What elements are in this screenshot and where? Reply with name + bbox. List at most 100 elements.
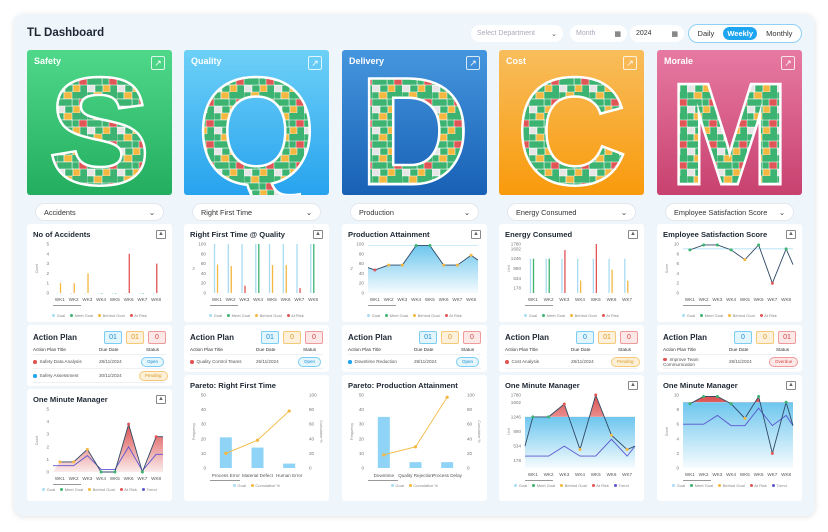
action-plan-row[interactable]: Downtime Reduction 28/11/2024 Open	[348, 355, 481, 369]
overdue-count-badge[interactable]: 0	[305, 330, 323, 344]
metric-dropdown[interactable]: Employee Satisfaction Score ⌄	[665, 203, 794, 221]
open-count-badge[interactable]: 0	[576, 330, 594, 344]
data-point-behind	[578, 448, 582, 452]
expand-icon[interactable]: ↗	[466, 56, 480, 70]
col-due: Due Date	[256, 347, 276, 352]
bottom-title: Pareto: Right First Time	[190, 380, 276, 390]
tile-title: Cost	[506, 56, 526, 66]
action-plan-row[interactable]: Safety Data Analysis 28/11/2024 Open	[33, 355, 166, 369]
y-tick-label: 40	[359, 271, 365, 276]
actual-bar	[114, 293, 117, 294]
data-point-risk	[562, 402, 566, 406]
expand-icon[interactable]: ↗	[151, 56, 165, 70]
chart-legend: Goal Meet Goal Behind Goal At Risk	[348, 311, 481, 319]
bottom-chart: 0 1 2 3 4 5 Count WK1 WK2 WK3 WK4 WK5 WK6 WK7 WK8	[35, 407, 163, 485]
legend-meet: Meet Goal	[700, 313, 723, 318]
y-tick-label: 0	[46, 470, 49, 475]
metric-dropdown[interactable]: Production ⌄	[350, 203, 479, 221]
open-count-badge[interactable]: 0	[734, 330, 752, 344]
status-dot	[190, 360, 194, 364]
chart-legend: Goal Meet Goal Behind Goal At Risk Trend	[505, 481, 638, 489]
open-count-badge[interactable]: 01	[261, 330, 279, 344]
image-icon[interactable]: ▲	[156, 394, 166, 404]
status-dot	[505, 360, 509, 364]
action-plan-header: Action Plan Title Due Date Status	[33, 345, 166, 355]
action-plan-row[interactable]: Safety Assessment 30/11/2024 Pending	[33, 369, 168, 383]
action-plan-row[interactable]: Quality Control Teams 26/11/2024 Open	[190, 355, 323, 369]
image-icon[interactable]: ▲	[471, 229, 481, 239]
y-tick-label: 5	[46, 407, 49, 412]
image-icon[interactable]: ▲	[628, 380, 638, 390]
data-point-meet	[688, 402, 692, 406]
one-minute-manager-card: One Minute Manager ▲ 0 1 2 3 4 5 Count WK1 WK2 WK3…	[27, 389, 172, 501]
overdue-count-badge[interactable]: 0	[463, 330, 481, 344]
tile-quality[interactable]: Quality ↗ Q	[184, 50, 329, 195]
x-tick-label: WK5	[425, 297, 435, 302]
data-point-behind	[387, 263, 391, 267]
status-badge[interactable]: Pending	[139, 370, 168, 381]
col-title: Action Plan Title	[348, 347, 381, 352]
bottom-title: Pareto: Production Attainment	[348, 380, 458, 390]
y-tick-label: 534	[513, 444, 521, 449]
data-point-risk	[127, 422, 131, 426]
y-tick-label: 1602	[511, 400, 522, 405]
tile-title: Quality	[191, 56, 222, 66]
image-icon[interactable]: ▲	[313, 229, 323, 239]
y-tick-label: 2	[676, 281, 679, 286]
actual-bar	[128, 253, 130, 293]
status-badge[interactable]: Pending	[611, 356, 640, 367]
data-point-meet	[428, 243, 432, 247]
pending-count-badge[interactable]: 01	[126, 330, 144, 344]
year-picker[interactable]: 2024 ▦	[630, 25, 684, 42]
department-select[interactable]: Select Department ⌄	[471, 25, 563, 42]
period-weekly[interactable]: Weekly	[723, 27, 758, 40]
col-status: Status	[302, 347, 317, 352]
open-count-badge[interactable]: 01	[419, 330, 437, 344]
expand-icon[interactable]: ↗	[781, 56, 795, 70]
metric-dropdown[interactable]: Energy Consumed ⌄	[507, 203, 636, 221]
pending-count-badge[interactable]: 0	[756, 330, 774, 344]
overdue-count-badge[interactable]: 01	[778, 330, 796, 344]
y-tick-label: 10	[359, 451, 365, 456]
status-badge[interactable]: Open	[297, 356, 321, 367]
month-picker[interactable]: Month ▦	[570, 25, 627, 42]
x-tick-label: WK7	[767, 297, 777, 302]
status-badge[interactable]: Overdue	[769, 356, 799, 367]
image-icon[interactable]: ▲	[786, 380, 796, 390]
y-tick-label: 60	[201, 261, 207, 266]
image-icon[interactable]: ▲	[786, 229, 796, 239]
data-point-meet	[140, 470, 144, 474]
image-icon[interactable]: ▲	[156, 229, 166, 239]
action-plan-row[interactable]: Improve Team Communication 28/11/2024 Over…	[663, 355, 799, 369]
due-date: 30/11/2024	[99, 373, 122, 378]
actual-bar	[299, 288, 301, 293]
bottom-title: One Minute Manager	[505, 380, 580, 390]
open-count-badge[interactable]: 01	[104, 330, 122, 344]
tile-cost[interactable]: Cost ↗ C	[499, 50, 644, 195]
actual-bar	[244, 285, 246, 293]
x-tick-label: WK5	[591, 472, 601, 477]
period-monthly[interactable]: Monthly	[766, 29, 793, 38]
goal-bar	[70, 293, 72, 294]
status-badge[interactable]: Open	[140, 356, 164, 367]
expand-icon[interactable]: ↗	[623, 56, 637, 70]
tile-safety[interactable]: Safety ↗ S	[27, 50, 172, 195]
expand-icon[interactable]: ↗	[308, 56, 322, 70]
pending-count-badge[interactable]: 0	[441, 330, 459, 344]
pending-count-badge[interactable]: 01	[598, 330, 616, 344]
action-plan-row[interactable]: Cost Analysis 28/11/2024 Pending	[505, 355, 640, 369]
image-icon[interactable]: ▲	[628, 229, 638, 239]
metric-chart-card: Production Attainment ▲ 0 20 40 60 80 100% WK1 W…	[342, 224, 487, 322]
period-daily[interactable]: Daily	[697, 29, 715, 38]
goal-bar	[153, 293, 155, 294]
overdue-count-badge[interactable]: 0	[148, 330, 166, 344]
overdue-count-badge[interactable]: 0	[620, 330, 638, 344]
metric-dropdown[interactable]: Right First Time ⌄	[192, 203, 321, 221]
status-badge[interactable]: Open	[455, 356, 479, 367]
y-tick-label: 0	[361, 466, 364, 471]
tile-delivery[interactable]: Delivery ↗ D	[342, 50, 487, 195]
pending-count-badge[interactable]: 0	[283, 330, 301, 344]
tile-morale[interactable]: Morale ↗ M	[657, 50, 802, 195]
metric-dropdown[interactable]: Accidents ⌄	[35, 203, 164, 221]
